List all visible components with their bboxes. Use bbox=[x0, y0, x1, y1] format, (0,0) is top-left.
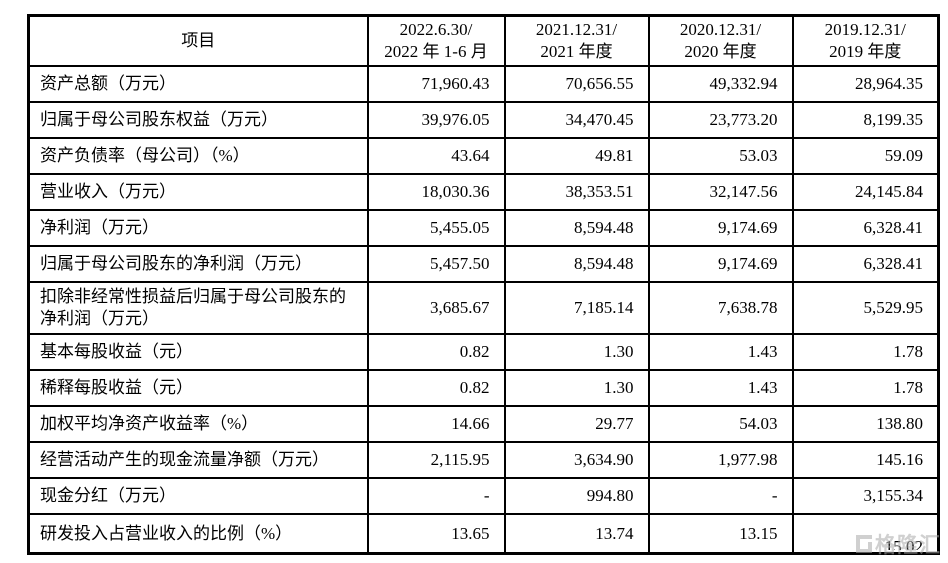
cell-value: 9,174.69 bbox=[647, 209, 794, 247]
header-period-2022h1-line2: 2022 年 1-6 月 bbox=[384, 42, 488, 61]
cell-value: 1.78 bbox=[791, 333, 940, 371]
header-item-label: 项目 bbox=[181, 31, 216, 50]
table-row-rd-ratio: 研发投入占营业收入的比例（%） 13.65 13.74 13.15 15.02 bbox=[27, 513, 940, 555]
header-period-2021-line2: 2021 年度 bbox=[540, 42, 613, 61]
cell-value: 5,529.95 bbox=[791, 281, 940, 335]
cell-value: 28,964.35 bbox=[791, 65, 940, 103]
cell-value: 24,145.84 bbox=[791, 173, 940, 211]
cell-value: 994.80 bbox=[503, 477, 650, 515]
cell-value: 29.77 bbox=[503, 405, 650, 443]
cell-value: 54.03 bbox=[647, 405, 794, 443]
cell-value: 39,976.05 bbox=[366, 101, 506, 139]
cell-value: - bbox=[366, 477, 506, 515]
header-period-2021-line1: 2021.12.31/ bbox=[535, 20, 618, 39]
row-label: 稀释每股收益（元） bbox=[27, 369, 369, 407]
header-period-2022h1-line1: 2022.6.30/ bbox=[399, 20, 473, 39]
cell-value: 1.43 bbox=[647, 333, 794, 371]
table-row-deducted-net-profit: 扣除非经常性损益后归属于母公司股东的净利润（万元） 3,685.67 7,185… bbox=[27, 281, 940, 335]
clipped-value-box: 15.02 bbox=[798, 517, 923, 550]
cell-value: 53.03 bbox=[647, 137, 794, 175]
cell-value: 3,685.67 bbox=[366, 281, 506, 335]
cell-value: 43.64 bbox=[366, 137, 506, 175]
row-label: 基本每股收益（元） bbox=[27, 333, 369, 371]
cell-value: 8,594.48 bbox=[503, 209, 650, 247]
cell-value: 34,470.45 bbox=[503, 101, 650, 139]
header-period-2020: 2020.12.31/ 2020 年度 bbox=[647, 14, 794, 67]
cell-value: 8,594.48 bbox=[503, 245, 650, 283]
cell-value: 18,030.36 bbox=[366, 173, 506, 211]
cell-value: 1.30 bbox=[503, 369, 650, 407]
cell-value: 32,147.56 bbox=[647, 173, 794, 211]
table-row-basic-eps: 基本每股收益（元） 0.82 1.30 1.43 1.78 bbox=[27, 333, 940, 371]
row-label: 研发投入占营业收入的比例（%） bbox=[27, 513, 369, 555]
cell-value: 145.16 bbox=[791, 441, 940, 479]
row-label: 经营活动产生的现金流量净额（万元） bbox=[27, 441, 369, 479]
cell-value: 38,353.51 bbox=[503, 173, 650, 211]
cell-value: 3,155.34 bbox=[791, 477, 940, 515]
data-table: 项目 2022.6.30/ 2022 年 1-6 月 2021.12.31/ 2… bbox=[27, 14, 940, 555]
cell-value: 0.82 bbox=[366, 333, 506, 371]
cell-value: 23,773.20 bbox=[647, 101, 794, 139]
cell-value: 9,174.69 bbox=[647, 245, 794, 283]
cell-value: 138.80 bbox=[791, 405, 940, 443]
cell-value: 13.74 bbox=[503, 513, 650, 555]
header-period-2020-line2: 2020 年度 bbox=[684, 42, 757, 61]
table-row-parent-equity: 归属于母公司股东权益（万元） 39,976.05 34,470.45 23,77… bbox=[27, 101, 940, 139]
cell-value: 5,455.05 bbox=[366, 209, 506, 247]
row-label: 营业收入（万元） bbox=[27, 173, 369, 211]
row-label: 资产负债率（母公司）（%） bbox=[27, 137, 369, 175]
cell-value: 6,328.41 bbox=[791, 209, 940, 247]
header-item-column: 项目 bbox=[27, 14, 369, 67]
table-header-row: 项目 2022.6.30/ 2022 年 1-6 月 2021.12.31/ 2… bbox=[27, 14, 940, 67]
cell-value: 6,328.41 bbox=[791, 245, 940, 283]
cell-value: 13.15 bbox=[647, 513, 794, 555]
cell-value: 5,457.50 bbox=[366, 245, 506, 283]
cell-value-clipped: 15.02 bbox=[791, 513, 940, 555]
cell-value: 70,656.55 bbox=[503, 65, 650, 103]
table-row-operating-cash-flow: 经营活动产生的现金流量净额（万元） 2,115.95 3,634.90 1,97… bbox=[27, 441, 940, 479]
cell-value: 1.43 bbox=[647, 369, 794, 407]
cell-value: 71,960.43 bbox=[366, 65, 506, 103]
cell-value: 1.78 bbox=[791, 369, 940, 407]
header-period-2020-line1: 2020.12.31/ bbox=[679, 20, 762, 39]
row-label: 资产总额（万元） bbox=[27, 65, 369, 103]
cell-value: - bbox=[647, 477, 794, 515]
cell-value: 7,638.78 bbox=[647, 281, 794, 335]
table-row-net-profit: 净利润（万元） 5,455.05 8,594.48 9,174.69 6,328… bbox=[27, 209, 940, 247]
cell-value: 7,185.14 bbox=[503, 281, 650, 335]
cell-value: 59.09 bbox=[791, 137, 940, 175]
cell-value: 14.66 bbox=[366, 405, 506, 443]
row-label: 扣除非经常性损益后归属于母公司股东的净利润（万元） bbox=[27, 281, 369, 335]
cell-value: 1.30 bbox=[503, 333, 650, 371]
row-label: 加权平均净资产收益率（%） bbox=[27, 405, 369, 443]
cell-value: 8,199.35 bbox=[791, 101, 940, 139]
financial-indicators-table: 项目 2022.6.30/ 2022 年 1-6 月 2021.12.31/ 2… bbox=[27, 14, 940, 555]
cell-value: 3,634.90 bbox=[503, 441, 650, 479]
table-row-debt-ratio: 资产负债率（母公司）（%） 43.64 49.81 53.03 59.09 bbox=[27, 137, 940, 175]
row-label: 归属于母公司股东权益（万元） bbox=[27, 101, 369, 139]
table-row-cash-dividend: 现金分红（万元） - 994.80 - 3,155.34 bbox=[27, 477, 940, 515]
cell-value: 2,115.95 bbox=[366, 441, 506, 479]
row-label: 现金分红（万元） bbox=[27, 477, 369, 515]
table-row-diluted-eps: 稀释每股收益（元） 0.82 1.30 1.43 1.78 bbox=[27, 369, 940, 407]
row-label: 净利润（万元） bbox=[27, 209, 369, 247]
table-row-parent-net-profit: 归属于母公司股东的净利润（万元） 5,457.50 8,594.48 9,174… bbox=[27, 245, 940, 283]
cell-value: 1,977.98 bbox=[647, 441, 794, 479]
table-row-revenue: 营业收入（万元） 18,030.36 38,353.51 32,147.56 2… bbox=[27, 173, 940, 211]
header-period-2019-line2: 2019 年度 bbox=[829, 42, 902, 61]
table-row-total-assets: 资产总额（万元） 71,960.43 70,656.55 49,332.94 2… bbox=[27, 65, 940, 103]
cell-value: 49,332.94 bbox=[647, 65, 794, 103]
cell-value: 13.65 bbox=[366, 513, 506, 555]
header-period-2021: 2021.12.31/ 2021 年度 bbox=[503, 14, 650, 67]
cell-value: 0.82 bbox=[366, 369, 506, 407]
header-period-2022h1: 2022.6.30/ 2022 年 1-6 月 bbox=[366, 14, 506, 67]
header-period-2019-line1: 2019.12.31/ bbox=[824, 20, 906, 39]
clipped-value: 15.02 bbox=[884, 537, 923, 550]
row-label: 归属于母公司股东的净利润（万元） bbox=[27, 245, 369, 283]
table-row-weighted-roe: 加权平均净资产收益率（%） 14.66 29.77 54.03 138.80 bbox=[27, 405, 940, 443]
cell-value: 49.81 bbox=[503, 137, 650, 175]
header-period-2019: 2019.12.31/ 2019 年度 bbox=[791, 14, 940, 67]
